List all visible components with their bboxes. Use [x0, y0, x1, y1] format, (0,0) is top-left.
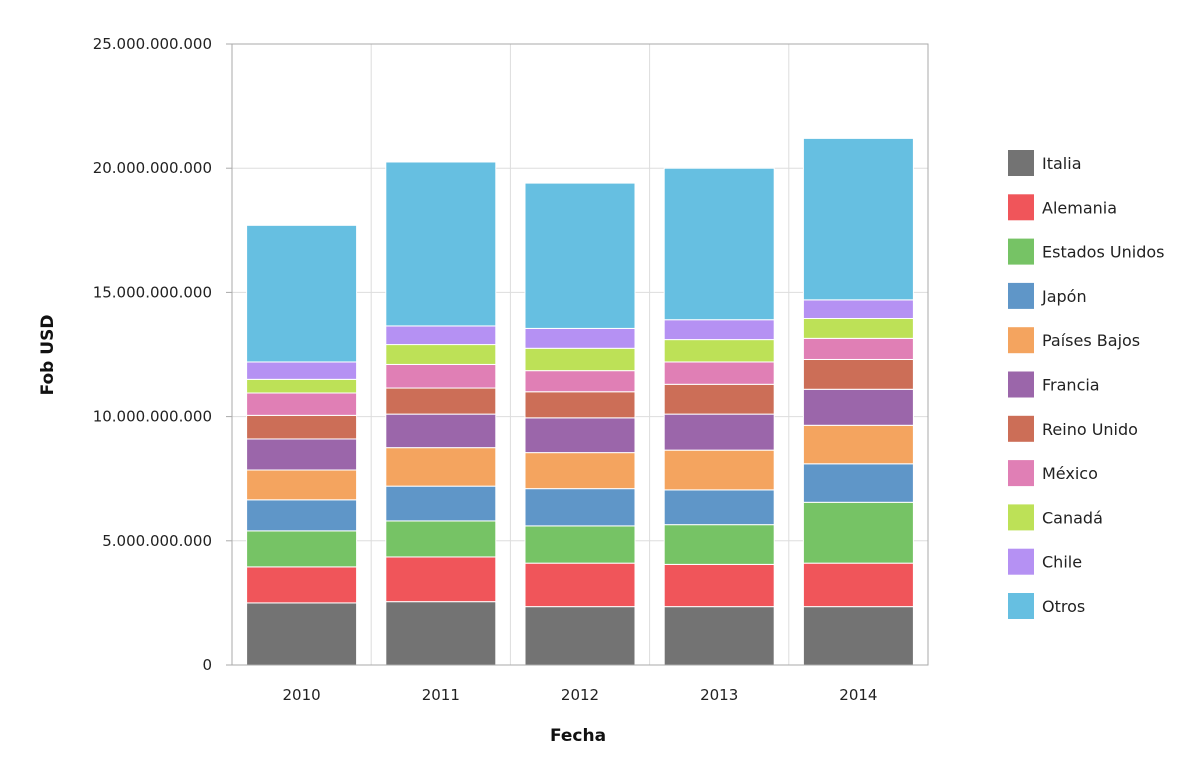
- legend-label-jap-n: Japón: [1041, 287, 1087, 306]
- bar-segment-m-xico-2014: [802, 337, 914, 360]
- legend-swatch-canad-: [1008, 504, 1034, 531]
- x-tick-label: 2013: [700, 686, 738, 704]
- legend: Italia Alemania Estados Unidos Japón Países …: [1008, 150, 1164, 619]
- bar-segment-reino-unido-2012: [524, 391, 636, 419]
- bar-segment-francia-2010: [246, 438, 358, 471]
- x-tick-label: 2010: [283, 686, 321, 704]
- bar-segment-jap-n-2010: [246, 499, 358, 532]
- bar-segment-estados-unidos-2012: [524, 525, 636, 564]
- bar-segment-francia-2014: [802, 388, 914, 426]
- bar-segment-alemania-2013: [663, 563, 775, 608]
- bar-segment-canad--2010: [246, 378, 358, 394]
- legend-swatch-estados-unidos: [1008, 238, 1034, 265]
- bar-segment-italia-2012: [524, 606, 636, 666]
- bar-segment-otros-2011: [385, 161, 497, 327]
- legend-swatch-otros: [1008, 593, 1034, 619]
- bar-segment-francia-2011: [385, 413, 497, 449]
- bars-layer: [246, 137, 914, 666]
- bar-segment-jap-n-2011: [385, 485, 497, 522]
- bar-segment-pa-ses-bajos-2011: [385, 447, 497, 487]
- bar-segment-reino-unido-2014: [802, 358, 914, 390]
- bar-segment-otros-2013: [663, 167, 775, 321]
- bar-segment-canad--2011: [385, 344, 497, 365]
- legend-label-reino-unido: Reino Unido: [1042, 420, 1138, 439]
- bar-segment-m-xico-2011: [385, 363, 497, 389]
- bar-segment-m-xico-2012: [524, 370, 636, 393]
- axes-layer: 0 5.000.000.000 10.000.000.000 15.000.000.0…: [93, 35, 929, 704]
- y-tick-label: 20.000.000.000: [93, 159, 212, 177]
- legend-swatch-reino-unido: [1008, 415, 1034, 442]
- legend-swatch-chile: [1008, 548, 1034, 575]
- bar-segment-canad--2014: [802, 317, 914, 339]
- bar-segment-chile-2014: [802, 299, 914, 319]
- y-tick-label: 25.000.000.000: [93, 35, 212, 53]
- bar-segment-jap-n-2012: [524, 488, 636, 527]
- legend-label-italia: Italia: [1042, 154, 1082, 173]
- bar-segment-estados-unidos-2013: [663, 524, 775, 565]
- legend-label-m-xico: México: [1042, 464, 1098, 483]
- bar-segment-francia-2013: [663, 413, 775, 451]
- y-tick-label: 5.000.000.000: [102, 532, 212, 550]
- bar-segment-estados-unidos-2010: [246, 530, 358, 568]
- legend-swatch-m-xico: [1008, 460, 1034, 487]
- bar-segment-m-xico-2010: [246, 392, 358, 416]
- bar-segment-chile-2011: [385, 325, 497, 346]
- bar-segment-otros-2010: [246, 224, 358, 363]
- legend-swatch-pa-ses-bajos: [1008, 327, 1034, 354]
- legend-swatch-italia: [1008, 150, 1034, 176]
- y-tick-label: 10.000.000.000: [93, 408, 212, 426]
- bar-segment-alemania-2010: [246, 566, 358, 604]
- bar-segment-pa-ses-bajos-2012: [524, 452, 636, 490]
- y-tick-label: 15.000.000.000: [93, 283, 212, 301]
- bar-segment-chile-2010: [246, 361, 358, 380]
- legend-label-alemania: Alemania: [1042, 198, 1117, 217]
- x-tick-label: 2012: [561, 686, 599, 704]
- x-tick-label: 2014: [839, 686, 877, 704]
- plot-area-border: [231, 43, 929, 666]
- bar-segment-francia-2012: [524, 417, 636, 454]
- bar-segment-jap-n-2013: [663, 489, 775, 526]
- bar-segment-chile-2012: [524, 327, 636, 349]
- x-axis-title: Fecha: [550, 726, 606, 746]
- legend-label-pa-ses-bajos: Países Bajos: [1042, 331, 1140, 350]
- legend-label-canad-: Canadá: [1042, 508, 1103, 527]
- legend-swatch-alemania: [1008, 194, 1034, 221]
- bar-segment-italia-2011: [385, 601, 497, 666]
- bar-segment-alemania-2011: [385, 556, 497, 603]
- bar-segment-jap-n-2014: [802, 463, 914, 503]
- bar-segment-reino-unido-2011: [385, 387, 497, 415]
- legend-label-francia: Francia: [1042, 376, 1100, 395]
- bar-segment-estados-unidos-2014: [802, 501, 914, 564]
- legend-label-chile: Chile: [1042, 553, 1082, 572]
- y-axis-title: Fob USD: [38, 315, 58, 396]
- bar-segment-pa-ses-bajos-2014: [802, 424, 914, 465]
- legend-swatch-jap-n: [1008, 282, 1034, 309]
- legend-label-estados-unidos: Estados Unidos: [1042, 243, 1164, 262]
- bar-segment-pa-ses-bajos-2010: [246, 469, 358, 501]
- bar-segment-otros-2014: [802, 137, 914, 301]
- bar-segment-alemania-2014: [802, 562, 914, 608]
- bar-segment-canad--2012: [524, 347, 636, 372]
- bar-segment-alemania-2012: [524, 562, 636, 608]
- bar-segment-reino-unido-2013: [663, 383, 775, 415]
- legend-label-otros: Otros: [1042, 597, 1085, 616]
- bar-segment-otros-2012: [524, 182, 636, 329]
- bar-segment-reino-unido-2010: [246, 414, 358, 440]
- bar-segment-italia-2010: [246, 602, 358, 666]
- legend-swatch-francia: [1008, 371, 1034, 398]
- bar-segment-italia-2014: [802, 606, 914, 666]
- bar-segment-m-xico-2013: [663, 361, 775, 385]
- bar-segment-estados-unidos-2011: [385, 520, 497, 558]
- bar-segment-chile-2013: [663, 319, 775, 341]
- y-tick-label: 0: [202, 656, 212, 674]
- bar-segment-pa-ses-bajos-2013: [663, 449, 775, 491]
- x-tick-label: 2011: [422, 686, 460, 704]
- bar-segment-canad--2013: [663, 339, 775, 363]
- bar-segment-italia-2013: [663, 606, 775, 666]
